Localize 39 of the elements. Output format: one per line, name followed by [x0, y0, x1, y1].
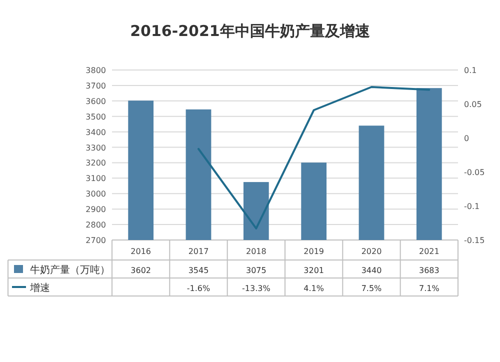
data-label: 3440	[361, 266, 382, 275]
data-label: 3545	[188, 266, 209, 275]
y-tick-label: 3300	[86, 143, 106, 152]
x-tick-label: 2019	[304, 247, 324, 256]
y-tick-label: 3200	[86, 158, 106, 168]
data-label: -1.6%	[186, 284, 210, 293]
data-label: 3683	[418, 266, 440, 275]
y-tick-label: 2800	[86, 220, 106, 230]
x-tick-label: 2020	[361, 247, 382, 256]
data-label: 3075	[246, 266, 266, 275]
y-tick-label: 3700	[86, 81, 106, 90]
chart-title: 2016-2021年中国牛奶产量及增速	[130, 22, 371, 40]
data-label: 4.1%	[304, 284, 324, 293]
data-label: 7.1%	[419, 284, 440, 293]
y2-tick-label: -0.15	[464, 236, 485, 245]
y-tick-label: 3400	[86, 128, 106, 137]
y-tick-label: 2900	[86, 205, 106, 214]
y-tick-label: 3500	[86, 112, 106, 122]
y-tick-label: 3100	[86, 174, 106, 184]
data-label: -13.3%	[242, 284, 271, 293]
y2-tick-label: 0.1	[464, 66, 477, 75]
y2-tick-label: 0.05	[464, 100, 482, 109]
x-tick-label: 2021	[418, 247, 440, 256]
x-tick-label: 2017	[188, 247, 209, 256]
y2-tick-label: -0.1	[464, 202, 480, 211]
y-tick-label: 3000	[86, 190, 106, 199]
y2-tick-label: 0	[464, 134, 470, 143]
data-label: 7.5%	[361, 284, 382, 293]
legend-label: 牛奶产量（万吨）	[30, 264, 110, 276]
y-tick-label: 3800	[86, 66, 106, 75]
y2-tick-label: -0.05	[464, 168, 485, 177]
x-tick-label: 2018	[246, 247, 266, 256]
data-label: 3201	[304, 266, 324, 275]
y-tick-label: 2700	[86, 236, 106, 245]
x-tick-label: 2016	[130, 247, 152, 256]
legend-label: 增速	[29, 282, 50, 294]
y-tick-label: 3600	[86, 96, 106, 106]
line-series	[198, 86, 430, 230]
data-label: 3602	[130, 266, 152, 275]
